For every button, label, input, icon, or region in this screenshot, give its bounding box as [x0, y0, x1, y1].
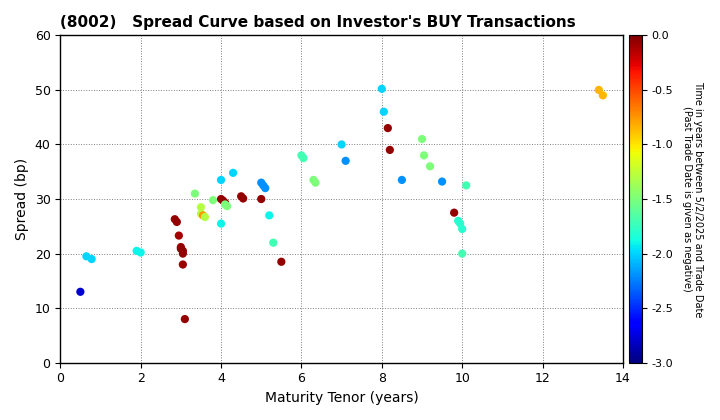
Y-axis label: Time in years between 5/2/2025 and Trade Date
(Past Trade Date is given as negat: Time in years between 5/2/2025 and Trade… — [682, 81, 703, 317]
Point — [199, 214, 211, 220]
Point — [220, 201, 231, 208]
Point — [179, 316, 191, 323]
Point — [177, 247, 189, 254]
Point — [189, 190, 201, 197]
Point — [86, 256, 97, 262]
Point — [215, 220, 227, 227]
Point — [228, 170, 239, 176]
Point — [195, 204, 207, 210]
Point — [171, 218, 183, 225]
Point — [131, 247, 143, 254]
X-axis label: Maturity Tenor (years): Maturity Tenor (years) — [265, 391, 418, 405]
Point — [456, 250, 468, 257]
Text: (8002)   Spread Curve based on Investor's BUY Transactions: (8002) Spread Curve based on Investor's … — [60, 15, 576, 30]
Point — [175, 245, 186, 252]
Point — [259, 185, 271, 192]
Point — [416, 136, 428, 142]
Point — [424, 163, 436, 170]
Point — [456, 226, 468, 232]
Point — [177, 250, 189, 257]
Point — [378, 108, 390, 115]
Point — [258, 182, 269, 189]
Point — [177, 261, 189, 268]
Point — [195, 210, 207, 217]
Point — [449, 209, 460, 216]
Point — [215, 176, 227, 183]
Point — [81, 253, 92, 260]
Point — [461, 182, 472, 189]
Point — [135, 249, 146, 256]
Point — [256, 179, 267, 186]
Y-axis label: Spread (bp): Spread (bp) — [15, 158, 29, 240]
Point — [238, 195, 249, 202]
Point — [336, 141, 347, 148]
Point — [197, 212, 209, 219]
Point — [376, 85, 387, 92]
Point — [256, 196, 267, 202]
Point — [396, 176, 408, 183]
Point — [597, 92, 608, 99]
Point — [384, 147, 395, 153]
Point — [593, 87, 605, 93]
Point — [221, 203, 233, 210]
Point — [310, 179, 321, 186]
Point — [215, 196, 227, 202]
Point — [75, 289, 86, 295]
Point — [436, 178, 448, 185]
Point — [173, 232, 184, 239]
Point — [296, 152, 307, 159]
Point — [276, 258, 287, 265]
Point — [307, 176, 319, 183]
Point — [382, 125, 394, 131]
Point — [217, 197, 229, 204]
Point — [207, 197, 219, 203]
Point — [169, 216, 181, 223]
Point — [454, 220, 466, 227]
Point — [235, 193, 247, 199]
Point — [418, 152, 430, 159]
Point — [297, 155, 309, 161]
Point — [268, 239, 279, 246]
Point — [220, 200, 231, 206]
Point — [452, 218, 464, 224]
Point — [175, 244, 186, 250]
Point — [340, 158, 351, 164]
Point — [264, 212, 275, 219]
